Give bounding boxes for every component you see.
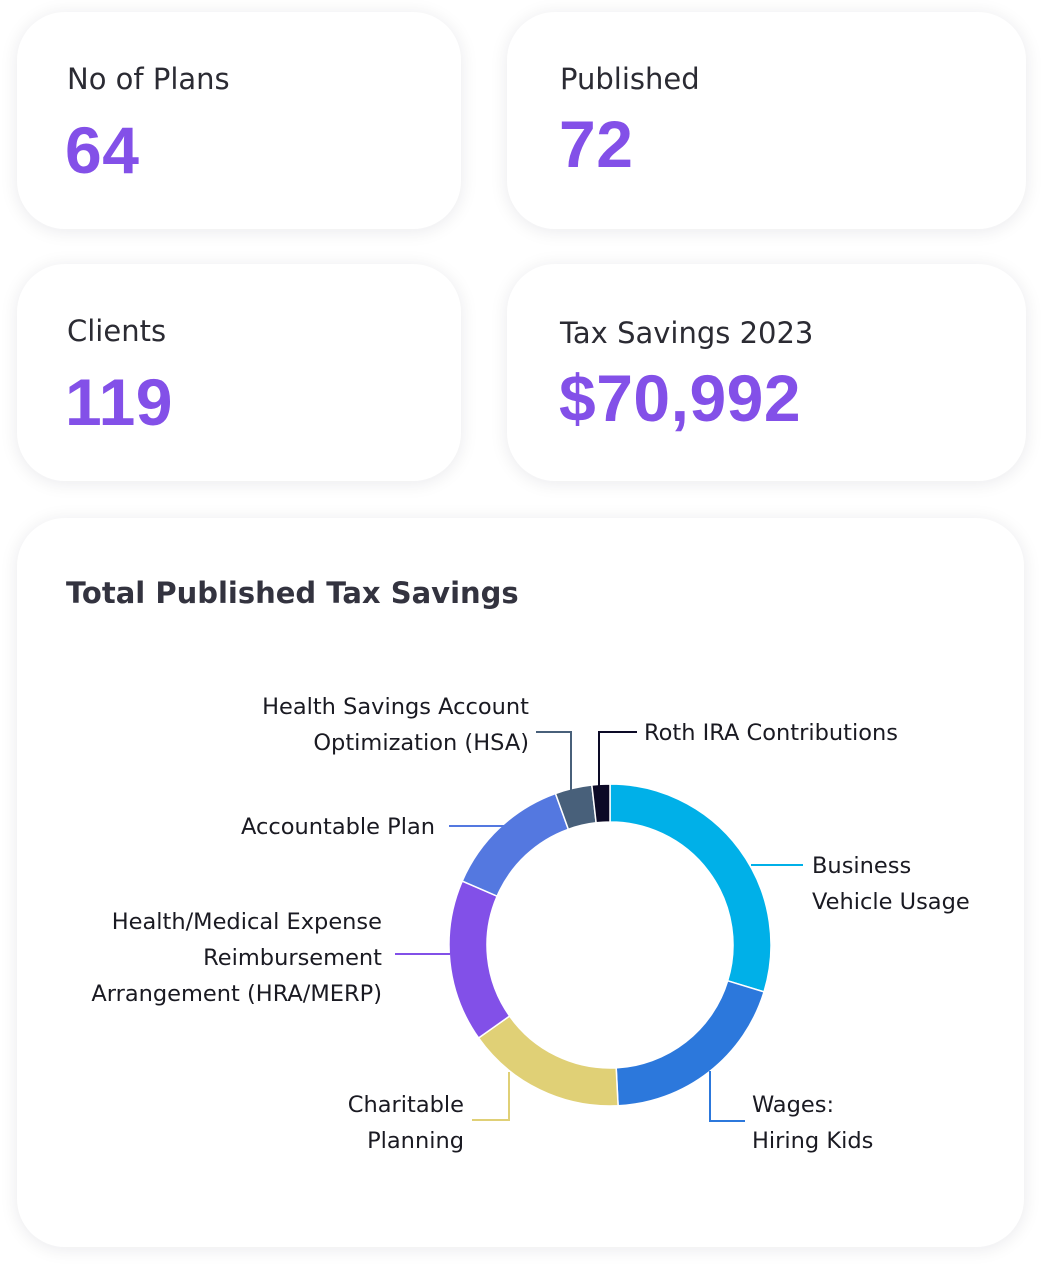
stat-card-clients: Clients 119	[17, 264, 461, 481]
stat-value-plans: 64	[65, 113, 140, 187]
donut-slice-2[interactable]	[477, 1014, 619, 1107]
slice-label-line: Reimbursement	[203, 945, 382, 971]
stat-label-tax-savings: Tax Savings 2023	[560, 316, 814, 350]
stat-value-published: 72	[559, 107, 634, 181]
slice-label-line: Planning	[367, 1128, 464, 1154]
donut-slice-0[interactable]	[609, 783, 772, 993]
leader-line-2	[472, 1072, 510, 1121]
stat-card-published: Published 72	[507, 12, 1026, 229]
donut-chart: Business Vehicle Usage Wages: Hiring Kids Ch…	[91, 694, 970, 1154]
slice-label-6: Roth IRA Contributions	[644, 720, 898, 746]
slice-label-1: Wages: Hiring Kids	[752, 1092, 873, 1154]
slice-label-line: Health/Medical Expense	[112, 909, 382, 935]
slice-label-line: Roth IRA Contributions	[644, 720, 898, 746]
donut-slice-3[interactable]	[448, 880, 511, 1040]
stat-label-clients: Clients	[67, 314, 167, 348]
slice-label-line: Arrangement (HRA/MERP)	[91, 981, 382, 1007]
slice-label-line: Charitable	[348, 1092, 464, 1118]
leader-line-6	[598, 731, 637, 786]
chart-card: Total Published Tax Savings Business Vehi…	[17, 518, 1024, 1247]
slice-label-4: Accountable Plan	[241, 814, 435, 840]
slice-label-line: Accountable Plan	[241, 814, 435, 840]
donut-slice-1[interactable]	[615, 979, 765, 1107]
slice-label-line: Business	[812, 853, 911, 879]
stat-value-clients: 119	[65, 365, 173, 439]
donut-slice-4[interactable]	[461, 792, 570, 898]
slice-label-2: Charitable Planning	[348, 1092, 464, 1154]
stat-label-plans: No of Plans	[67, 62, 230, 96]
slice-label-line: Wages:	[752, 1092, 834, 1118]
slice-label-5: Health Savings Account Optimization (HSA)	[262, 694, 529, 756]
slice-label-line: Vehicle Usage	[812, 889, 970, 915]
leader-line-1	[709, 1071, 745, 1122]
slice-label-0: Business Vehicle Usage	[812, 853, 970, 915]
stat-card-tax-savings: Tax Savings 2023 $70,992	[507, 264, 1026, 481]
stat-value-tax-savings: $70,992	[559, 361, 802, 435]
slice-label-3: Health/Medical Expense Reimbursement Arran…	[91, 909, 382, 1007]
donut-slice-6[interactable]	[591, 783, 611, 824]
slice-label-line: Health Savings Account	[262, 694, 529, 720]
stat-label-published: Published	[560, 62, 700, 96]
chart-title: Total Published Tax Savings	[66, 576, 519, 610]
leader-line-5	[536, 731, 572, 794]
slice-label-line: Hiring Kids	[752, 1128, 873, 1154]
slice-label-line: Optimization (HSA)	[313, 730, 529, 756]
stat-card-plans: No of Plans 64	[17, 12, 461, 229]
